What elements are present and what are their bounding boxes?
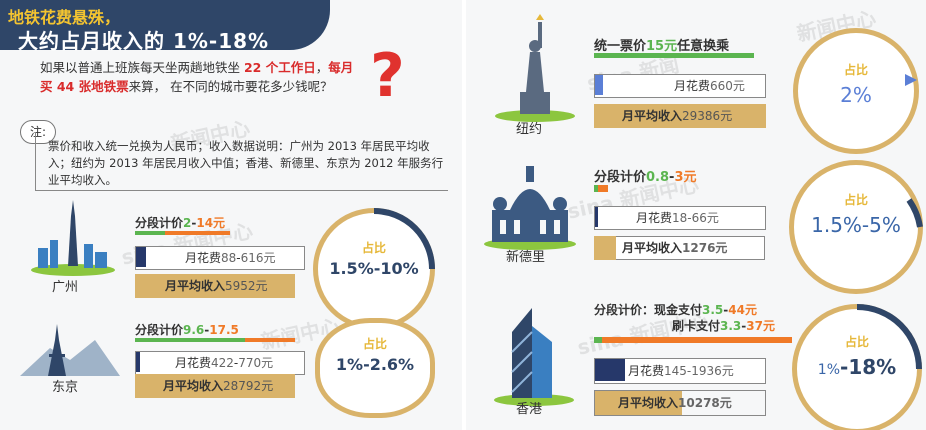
ratio-ring: 占比 2% [793, 28, 919, 154]
pricing-text: 分段计价2-14元 [135, 216, 226, 230]
pricing-text-card: 刷卡支付3.3-37元 [672, 319, 775, 333]
monthly-income-bar: 月平均收入28792元 [135, 374, 295, 398]
monthly-income-label: 月平均收入1276元 [616, 236, 766, 260]
city-name: 新德里 [506, 250, 546, 265]
pricing-text: 分段计价0.8-3元 [594, 170, 697, 185]
ratio-arc [906, 198, 923, 228]
city-name: 香港 [516, 402, 543, 417]
ratio-ring: 占比 1%-2.6% [315, 318, 435, 418]
pricing-text-cash: 分段计价：现金支付3.5-44元 [594, 303, 757, 317]
intro-text: 如果以普通上班族每天坐两趟地铁坐 22 个工作日，每月买 44 张地铁票来算， … [40, 60, 354, 94]
note-text: 票价和收入统一兑换为人民币；收入数据说明：广州为 2013 年居民平均收入；纽约… [35, 132, 448, 191]
monthly-cost-bar: 月花费88-616元 [135, 246, 305, 270]
title-line1: 地铁花费悬殊， [8, 8, 121, 27]
hong-kong-skyscraper-icon [494, 308, 574, 406]
price-bar-low [594, 337, 602, 343]
monthly-cost-bar: 月花费145-1936元 [594, 358, 766, 384]
ratio-caption: 占比 [843, 63, 868, 77]
ratio-caption: 占比 [843, 193, 868, 207]
ratio-arc [905, 74, 917, 86]
city-name: 纽约 [516, 122, 543, 137]
monthly-income-bar: 月平均收入29386元 [594, 104, 766, 128]
price-bar-low [594, 185, 598, 192]
monthly-cost-bar: 月花费422-770元 [135, 351, 305, 375]
city-name: 东京 [52, 380, 79, 395]
pricing-text: 分段计价9.6-17.5 [135, 323, 239, 337]
monthly-cost-bar: 月花费660元 [594, 74, 766, 98]
title-line2: 大约占月收入的 1%-18% [18, 29, 270, 53]
ratio-arc [856, 304, 922, 370]
price-bar [594, 53, 754, 58]
price-bar-low [135, 231, 165, 235]
tokyo-tower-icon [20, 324, 120, 376]
ratio-value: 1%-18% [817, 355, 897, 379]
price-bar-high [245, 338, 295, 342]
title-banner: 地铁花费悬殊， 大约占月收入的 1%-18% [0, 0, 330, 53]
ratio-caption: 占比 [361, 241, 386, 255]
ratio-ring: 占比 1.5%-5% [789, 160, 923, 294]
monthly-income-bar [594, 236, 616, 260]
price-bar-high [598, 185, 608, 192]
note-label: 注: [20, 120, 56, 144]
monthly-cost-bar: 月花费18-66元 [594, 206, 766, 230]
monthly-income-bar: 月平均收入5952元 [135, 274, 295, 298]
price-bar-low [135, 338, 245, 342]
ratio-caption: 占比 [844, 335, 869, 349]
price-bar-high [165, 231, 230, 235]
ratio-arc [373, 208, 435, 270]
ratio-value: 1.5%-5% [811, 213, 901, 237]
price-bar-high [602, 337, 792, 343]
right-infographic-panel: sina 新闻 新闻中心 sina 新闻中心 sina 新闻中心 纽约 统一票价… [466, 0, 926, 430]
statue-of-liberty-icon [495, 14, 575, 122]
lotus-temple-icon [484, 166, 576, 250]
canton-tower-icon [31, 200, 115, 276]
monthly-income-bar [594, 390, 682, 416]
ratio-ring: 占比 1%-18% [792, 304, 922, 430]
ratio-value: 2% [840, 83, 872, 107]
left-infographic-panel: sina 新闻中心 新闻中心 新闻中心 地铁花费悬殊， 大约占月收入的 1%-1… [0, 0, 462, 430]
ratio-caption: 占比 [362, 337, 387, 351]
ratio-value: 1.5%-10% [329, 259, 419, 278]
question-mark-icon: ? [370, 41, 405, 111]
ratio-value: 1%-2.6% [335, 355, 415, 374]
city-name: 广州 [52, 280, 79, 295]
monthly-income-label: 月平均收入10278元 [594, 390, 766, 416]
pricing-text: 统一票价15元任意换乘 [594, 39, 730, 54]
ratio-ring: 占比 1.5%-10% [313, 208, 435, 330]
